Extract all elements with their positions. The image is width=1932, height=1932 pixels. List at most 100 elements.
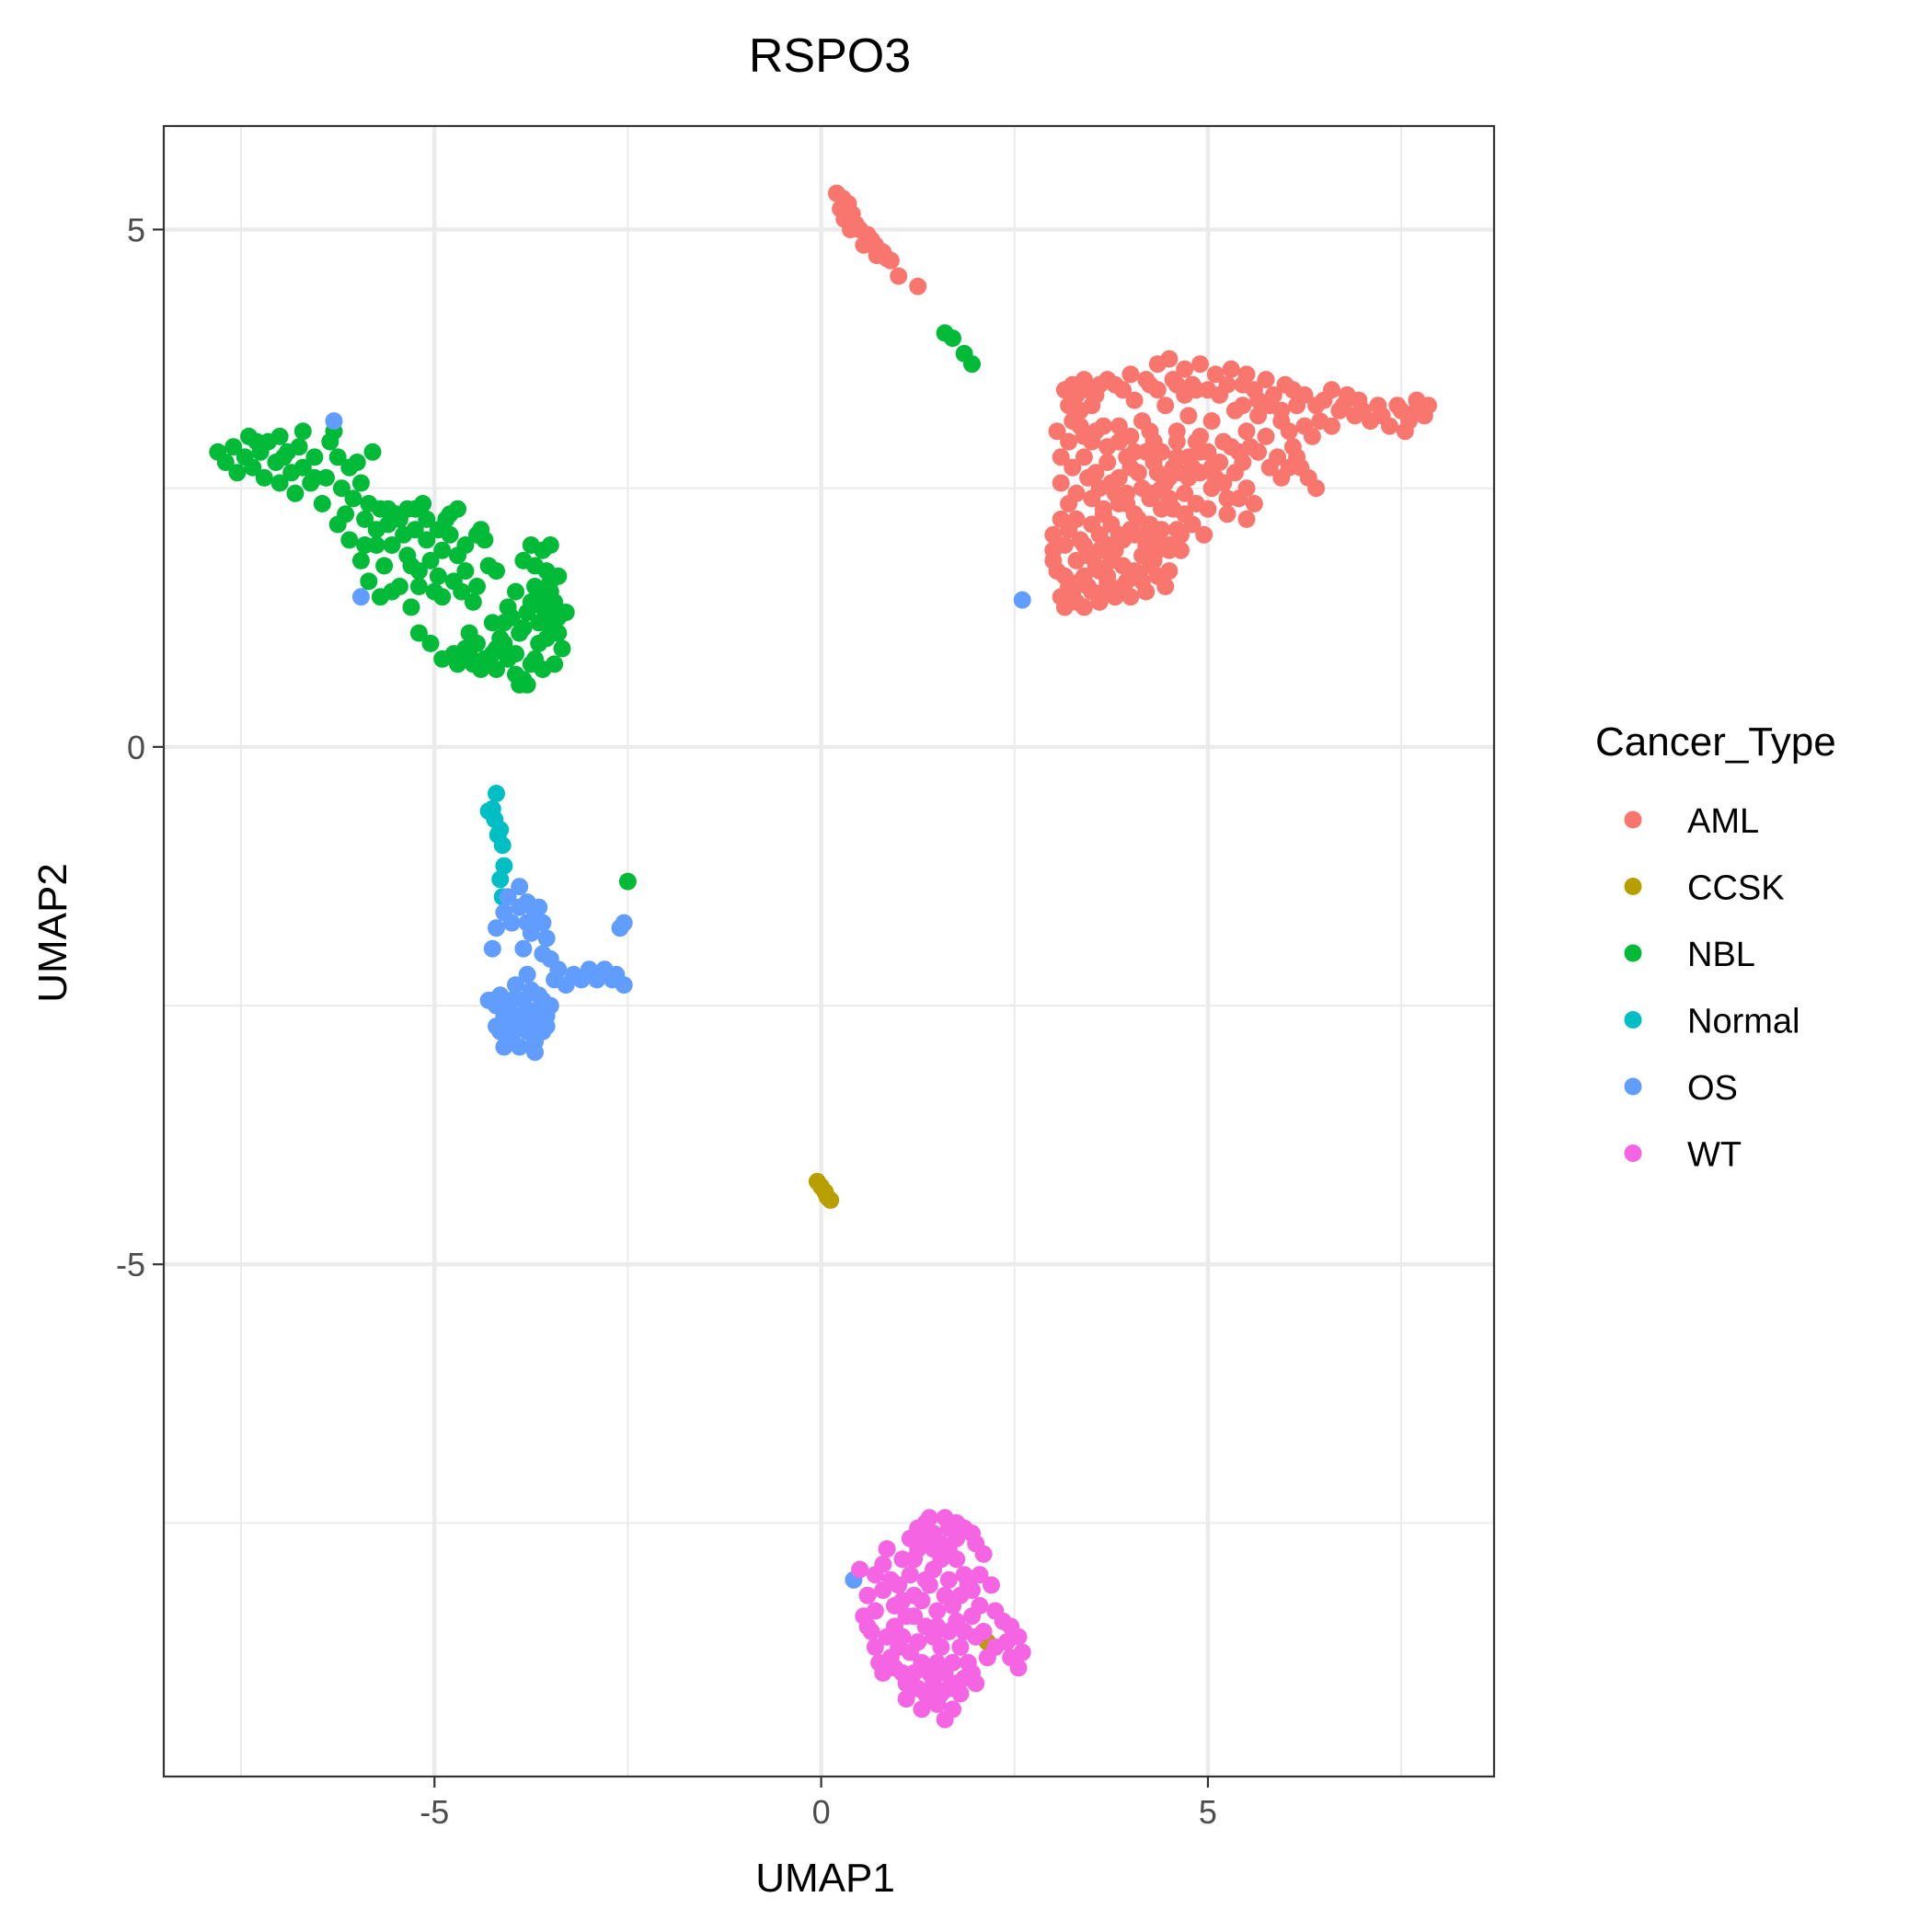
data-point xyxy=(1211,454,1229,471)
data-point xyxy=(1110,417,1128,435)
data-point xyxy=(890,1638,908,1656)
series-wt xyxy=(851,1509,1031,1729)
data-point xyxy=(1249,407,1268,425)
data-point xyxy=(418,510,436,528)
data-point xyxy=(464,592,482,611)
data-point xyxy=(1183,375,1202,394)
legend-item-wt: WT xyxy=(1624,1136,1742,1175)
data-point xyxy=(986,1638,1005,1656)
data-point xyxy=(495,903,513,922)
y-tick-label: 5 xyxy=(127,211,145,248)
data-point xyxy=(313,495,331,512)
data-point xyxy=(522,536,540,554)
data-point xyxy=(270,474,289,492)
data-point xyxy=(967,1627,985,1646)
data-point xyxy=(1350,391,1368,409)
legend-key xyxy=(1624,1077,1642,1096)
data-point xyxy=(1137,443,1156,461)
data-point xyxy=(974,1545,993,1563)
data-point xyxy=(244,458,262,477)
data-point xyxy=(1121,365,1140,384)
y-tick-label: 0 xyxy=(127,729,145,766)
data-point xyxy=(522,924,540,942)
data-point xyxy=(983,1576,1000,1594)
data-point xyxy=(514,619,533,637)
data-point xyxy=(1114,381,1132,399)
data-point xyxy=(553,639,571,658)
data-point xyxy=(356,536,374,554)
data-point xyxy=(905,1607,923,1626)
data-point xyxy=(928,1695,947,1713)
data-point xyxy=(255,468,273,487)
data-point xyxy=(1064,582,1082,601)
data-point xyxy=(499,888,517,906)
legend: Cancer_Type AML CCSK NBL Normal OS WT xyxy=(1595,719,1836,1175)
legend-label: WT xyxy=(1687,1136,1742,1175)
data-point xyxy=(1055,536,1074,554)
data-point xyxy=(1125,505,1144,523)
data-point xyxy=(247,432,266,451)
data-point xyxy=(967,1674,985,1693)
data-point xyxy=(1280,458,1298,477)
data-point xyxy=(971,1566,989,1584)
y-tick-label: -5 xyxy=(116,1246,145,1283)
data-point xyxy=(375,557,394,575)
data-point xyxy=(1288,397,1306,415)
data-point xyxy=(332,479,351,498)
data-point xyxy=(1137,525,1156,544)
data-point xyxy=(228,464,247,482)
data-point xyxy=(1071,401,1089,420)
data-point xyxy=(951,1685,970,1703)
data-point xyxy=(1110,432,1128,451)
data-point xyxy=(1206,468,1225,487)
y-axis: 5 0 -5 xyxy=(116,211,164,1283)
data-point xyxy=(325,412,343,431)
data-point xyxy=(1218,375,1236,394)
data-point xyxy=(499,598,517,616)
legend-label: CCSK xyxy=(1687,869,1785,908)
data-point xyxy=(1311,412,1329,431)
data-point xyxy=(530,614,548,632)
data-point xyxy=(1083,432,1101,451)
data-point xyxy=(1106,541,1124,559)
data-point xyxy=(433,541,452,559)
data-point xyxy=(421,551,440,569)
series-os xyxy=(325,412,1031,1589)
data-point xyxy=(1079,578,1098,595)
data-point xyxy=(1295,417,1314,435)
data-point xyxy=(1307,397,1326,415)
data-point xyxy=(1369,397,1387,415)
data-point xyxy=(1141,375,1159,394)
data-point xyxy=(928,1617,947,1636)
data-point xyxy=(913,1700,931,1719)
data-point xyxy=(1067,484,1086,502)
data-point xyxy=(1187,432,1205,451)
data-point xyxy=(305,448,324,466)
data-point xyxy=(1071,417,1089,435)
data-point xyxy=(1206,365,1225,384)
data-point xyxy=(1090,541,1109,559)
data-point xyxy=(1272,412,1291,431)
data-point xyxy=(488,919,505,937)
data-point xyxy=(429,567,447,585)
data-point xyxy=(514,1006,533,1025)
data-point xyxy=(1202,412,1221,431)
data-point xyxy=(1264,385,1282,404)
data-point xyxy=(348,454,366,471)
data-point xyxy=(1118,448,1136,466)
data-point xyxy=(866,1602,884,1620)
chart-title: RSPO3 xyxy=(749,29,911,83)
legend-key xyxy=(1624,811,1642,829)
data-point xyxy=(1323,381,1340,399)
data-point xyxy=(1191,464,1209,482)
data-point xyxy=(1199,443,1217,461)
data-point xyxy=(866,1566,884,1584)
data-point xyxy=(537,1018,556,1035)
data-point xyxy=(534,945,552,963)
plot-panel xyxy=(164,126,1494,1777)
x-tick-label: 5 xyxy=(1199,1793,1217,1831)
data-point xyxy=(874,1581,892,1599)
data-point xyxy=(1156,578,1175,595)
data-point xyxy=(456,536,475,554)
